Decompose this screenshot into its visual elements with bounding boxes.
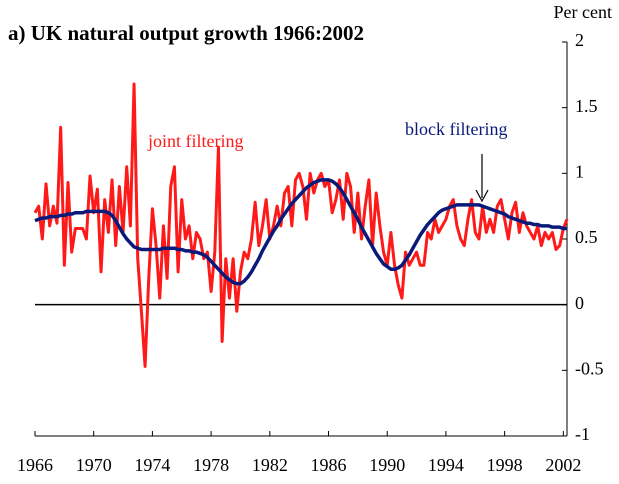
- y-tick-label: 1: [575, 161, 584, 181]
- x-tick-label: 1994: [428, 455, 464, 475]
- x-tick-label: 1966: [17, 455, 53, 475]
- x-tick-label: 1974: [134, 455, 170, 475]
- y-tick-label: 0: [575, 293, 584, 313]
- x-tick-label: 1990: [369, 455, 405, 475]
- y-tick-label: 2: [575, 30, 584, 50]
- series-label: block filtering: [405, 119, 507, 139]
- x-tick-label: 1982: [252, 455, 288, 475]
- x-tick-label: 1998: [487, 455, 523, 475]
- x-tick-label: 1986: [311, 455, 347, 475]
- y-tick-label: 1.5: [575, 96, 598, 116]
- x-tick-label: 2002: [545, 455, 581, 475]
- annotation-arrow-head: [475, 189, 489, 203]
- x-tick-label: 1970: [76, 455, 112, 475]
- series-label: joint filtering: [147, 131, 243, 151]
- y-tick-label: 0.5: [575, 227, 598, 247]
- y-tick-label: -0.5: [575, 358, 604, 378]
- x-tick-label: 1978: [193, 455, 229, 475]
- series-line: [33, 82, 569, 368]
- chart-title: a) UK natural output growth 1966:2002: [8, 21, 364, 45]
- y-tick-label: -1: [575, 424, 590, 444]
- series-line: [34, 178, 567, 286]
- y-axis-label: Per cent: [554, 2, 612, 22]
